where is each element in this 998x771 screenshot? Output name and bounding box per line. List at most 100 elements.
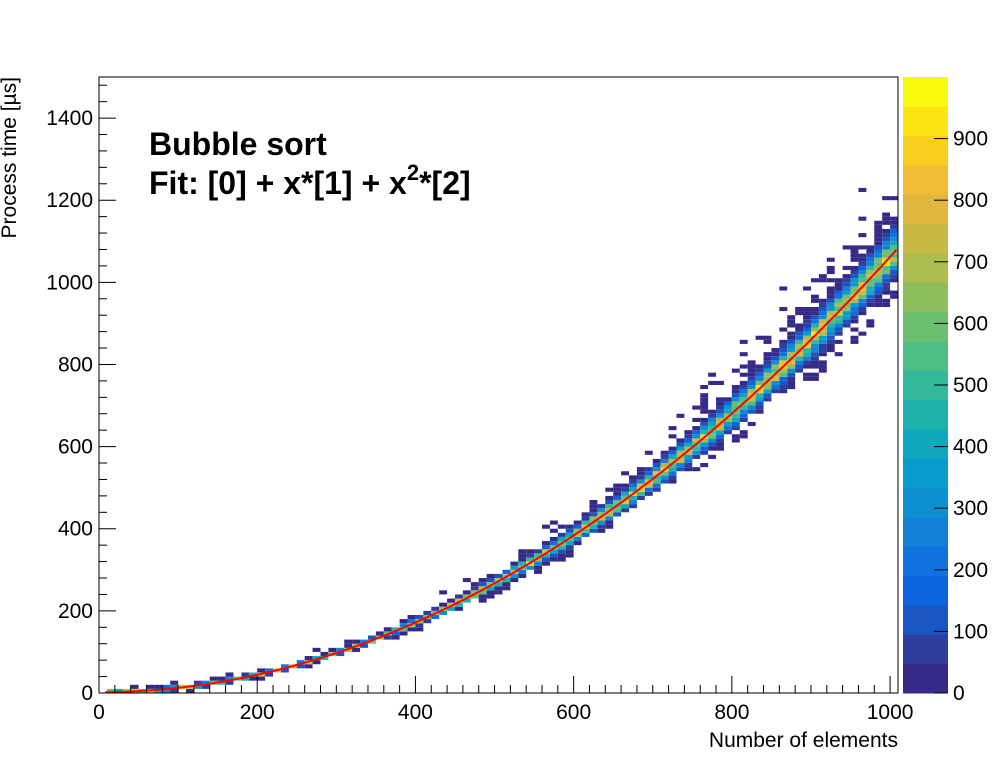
- heatmap-bin: [478, 590, 487, 595]
- heatmap-bin: [866, 298, 875, 303]
- colorbar-tick-label: 300: [953, 497, 988, 520]
- heatmap-bin: [826, 311, 835, 316]
- heatmap-bin: [874, 286, 883, 291]
- heatmap-bin: [193, 684, 202, 689]
- heatmap-bin: [486, 590, 495, 595]
- heatmap-bin: [866, 302, 875, 307]
- heatmap-bin: [818, 319, 827, 324]
- heatmap-bin: [565, 541, 574, 546]
- colorbar-tick-label: 500: [953, 374, 988, 397]
- heatmap-bin: [755, 380, 764, 385]
- heatmap-bin: [668, 454, 677, 459]
- heatmap-bin: [818, 352, 827, 357]
- heatmap-bin: [850, 253, 859, 258]
- heatmap-bin: [795, 327, 804, 332]
- heatmap-bin: [636, 479, 645, 484]
- chart-annotation-title: Bubble sort: [149, 126, 327, 162]
- heatmap-bin: [731, 385, 740, 390]
- heatmap-bin: [597, 520, 606, 525]
- heatmap-bin: [621, 504, 630, 509]
- x-tick-label: 400: [398, 701, 433, 724]
- heatmap-bin: [526, 557, 535, 562]
- heatmap-bin: [858, 302, 867, 307]
- heatmap-bin: [866, 286, 875, 291]
- heatmap-bin: [597, 516, 606, 521]
- heatmap-bin: [700, 405, 709, 410]
- heatmap-bin: [462, 578, 471, 583]
- heatmap-bin: [644, 471, 653, 476]
- heatmap-bin: [882, 302, 891, 307]
- heatmap-bin: [700, 401, 709, 406]
- heatmap-bin: [716, 438, 724, 443]
- heatmap-bin: [834, 298, 843, 303]
- plot-frame: [98, 76, 899, 694]
- heatmap-bin: [787, 348, 796, 353]
- heatmap-bin: [170, 688, 179, 693]
- heatmap-bin: [328, 647, 337, 652]
- heatmap-bin: [882, 237, 891, 242]
- heatmap-bin: [739, 372, 748, 377]
- heatmap-bin: [747, 397, 756, 402]
- heatmap-bin: [771, 380, 780, 385]
- heatmap-bin: [858, 306, 867, 312]
- heatmap-bin: [763, 352, 772, 357]
- heatmap-bin: [747, 409, 756, 414]
- heatmap-bin: [834, 327, 843, 332]
- heatmap-bin: [858, 233, 867, 238]
- heatmap-bin: [542, 557, 550, 562]
- heatmap-bin: [866, 319, 875, 324]
- heatmap-bin: [336, 647, 345, 652]
- heatmap-bin: [549, 520, 558, 525]
- heatmap-bin: [850, 265, 859, 271]
- heatmap-bin: [739, 364, 748, 369]
- heatmap-bin: [660, 479, 669, 484]
- heatmap-bin: [826, 294, 835, 299]
- heatmap-bin: [787, 380, 796, 385]
- heatmap-bin: [810, 343, 819, 349]
- heatmap-bin: [826, 265, 835, 271]
- heatmap-bin: [850, 270, 859, 275]
- heatmap-bin: [549, 541, 558, 546]
- heatmap-bin: [890, 265, 898, 271]
- heatmap-bin: [818, 348, 827, 353]
- heatmap-bin: [890, 233, 898, 238]
- heatmap-bin: [779, 327, 788, 332]
- heatmap-bin: [755, 376, 764, 381]
- colorbar-segment: [903, 253, 948, 283]
- heatmap-bin: [700, 442, 709, 447]
- heatmap-bin: [890, 237, 898, 242]
- heatmap-bin: [676, 450, 685, 455]
- heatmap-bin: [581, 516, 590, 521]
- heatmap-bin: [810, 335, 819, 340]
- heatmap-bin: [834, 331, 843, 336]
- heatmap-bin: [708, 417, 717, 422]
- colorbar-segment: [903, 311, 948, 342]
- heatmap-bin: [842, 245, 851, 250]
- y-tick-label: 400: [58, 518, 93, 541]
- heatmap-bin: [850, 319, 859, 324]
- heatmap-bin: [763, 389, 772, 394]
- heatmap-bin: [708, 380, 717, 385]
- heatmap-bin: [304, 664, 313, 669]
- heatmap-bin: [850, 302, 859, 307]
- heatmap-bin: [589, 528, 598, 533]
- heatmap-bin: [605, 520, 614, 525]
- heatmap-bin: [486, 582, 495, 587]
- heatmap-bin: [739, 417, 748, 422]
- x-axis: 0 200 400 600 800 1000: [93, 676, 913, 724]
- heatmap-bin: [810, 306, 819, 312]
- heatmap-bin: [170, 680, 179, 685]
- heatmap-bin: [723, 405, 732, 410]
- heatmap-bin: [826, 298, 835, 303]
- heatmap-bin: [478, 578, 487, 583]
- heatmap-bin: [755, 364, 764, 369]
- colorbar-tick-label: 400: [953, 436, 988, 459]
- heatmap-bin: [589, 516, 598, 521]
- heatmap-bin: [803, 360, 811, 365]
- heatmap-bin: [866, 323, 875, 328]
- heatmap-bin: [399, 631, 408, 636]
- heatmap-bin: [810, 339, 819, 344]
- heatmap-bin: [787, 368, 796, 373]
- heatmap-bin: [890, 224, 898, 229]
- heatmap-bin: [787, 323, 796, 328]
